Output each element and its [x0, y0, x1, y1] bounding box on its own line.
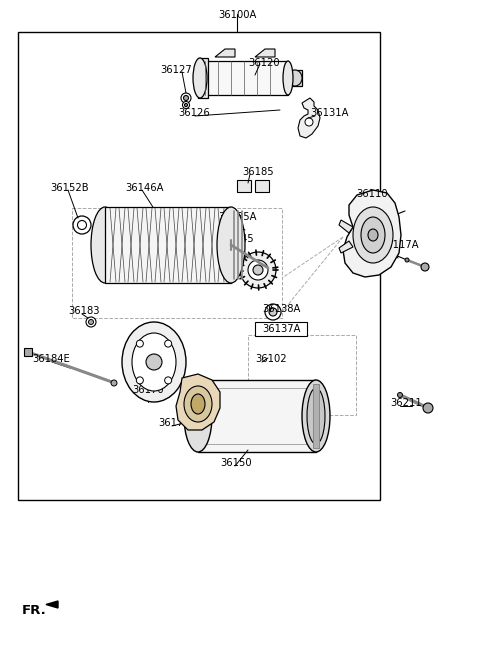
- Polygon shape: [298, 98, 320, 138]
- Bar: [237, 180, 251, 192]
- Bar: [18, 32, 380, 500]
- Text: 36146A: 36146A: [125, 183, 164, 193]
- Circle shape: [73, 216, 91, 234]
- Ellipse shape: [307, 388, 325, 444]
- Polygon shape: [24, 348, 32, 356]
- Circle shape: [305, 118, 313, 126]
- Text: 36145: 36145: [222, 234, 253, 244]
- Text: 36126: 36126: [178, 108, 210, 118]
- Text: 36110: 36110: [356, 189, 388, 199]
- Bar: [200, 61, 288, 95]
- Bar: [72, 208, 282, 318]
- Circle shape: [88, 320, 94, 324]
- Bar: [105, 207, 231, 283]
- Polygon shape: [339, 241, 353, 253]
- Polygon shape: [343, 190, 401, 277]
- Circle shape: [86, 317, 96, 327]
- Circle shape: [183, 96, 189, 101]
- Circle shape: [405, 258, 409, 262]
- Bar: [255, 180, 269, 192]
- Bar: [198, 380, 316, 452]
- Circle shape: [165, 340, 172, 347]
- Ellipse shape: [302, 380, 330, 452]
- Circle shape: [421, 263, 429, 271]
- Ellipse shape: [288, 70, 302, 86]
- Text: 36102: 36102: [255, 354, 287, 364]
- Circle shape: [146, 354, 162, 370]
- Circle shape: [265, 304, 281, 320]
- Ellipse shape: [184, 386, 212, 422]
- Circle shape: [136, 377, 144, 384]
- Ellipse shape: [361, 217, 385, 253]
- Polygon shape: [198, 58, 208, 98]
- Text: 36135A: 36135A: [218, 212, 256, 222]
- Circle shape: [423, 403, 433, 413]
- Circle shape: [269, 308, 277, 316]
- Bar: [288, 70, 302, 86]
- Ellipse shape: [217, 207, 245, 283]
- Text: FR.: FR.: [22, 604, 47, 617]
- Bar: [313, 384, 319, 448]
- Text: 36170: 36170: [132, 385, 164, 395]
- Text: 36150: 36150: [220, 458, 252, 468]
- Polygon shape: [46, 601, 58, 608]
- Text: 36131A: 36131A: [310, 108, 348, 118]
- Ellipse shape: [283, 61, 293, 95]
- Circle shape: [77, 220, 86, 229]
- Polygon shape: [339, 220, 353, 233]
- Text: 36183: 36183: [68, 306, 99, 316]
- Text: 36184E: 36184E: [32, 354, 70, 364]
- Text: 36137A: 36137A: [262, 324, 300, 334]
- Polygon shape: [255, 49, 275, 57]
- Text: 36127: 36127: [160, 65, 192, 75]
- Text: 36117A: 36117A: [380, 240, 419, 250]
- Text: 36120: 36120: [248, 58, 280, 68]
- Ellipse shape: [191, 394, 205, 414]
- Polygon shape: [215, 49, 235, 57]
- Text: 36138A: 36138A: [262, 304, 300, 314]
- Circle shape: [181, 93, 191, 103]
- Bar: [248, 335, 356, 415]
- Text: 36100A: 36100A: [218, 10, 256, 20]
- Circle shape: [248, 260, 268, 280]
- Text: 36152B: 36152B: [50, 183, 89, 193]
- Text: 36185: 36185: [242, 167, 274, 177]
- Ellipse shape: [91, 207, 119, 283]
- Ellipse shape: [122, 322, 186, 402]
- Circle shape: [184, 103, 188, 107]
- Ellipse shape: [353, 207, 393, 263]
- Ellipse shape: [368, 229, 378, 241]
- Bar: [255, 322, 307, 336]
- Circle shape: [165, 377, 172, 384]
- Circle shape: [182, 101, 190, 109]
- Circle shape: [136, 340, 144, 347]
- Ellipse shape: [132, 333, 176, 391]
- Circle shape: [240, 252, 276, 288]
- Text: 36170A: 36170A: [158, 418, 196, 428]
- Circle shape: [111, 380, 117, 386]
- Circle shape: [397, 393, 403, 397]
- Polygon shape: [176, 374, 220, 430]
- Ellipse shape: [193, 58, 207, 98]
- Circle shape: [253, 265, 263, 275]
- Text: 36211: 36211: [390, 398, 422, 408]
- Ellipse shape: [184, 380, 212, 452]
